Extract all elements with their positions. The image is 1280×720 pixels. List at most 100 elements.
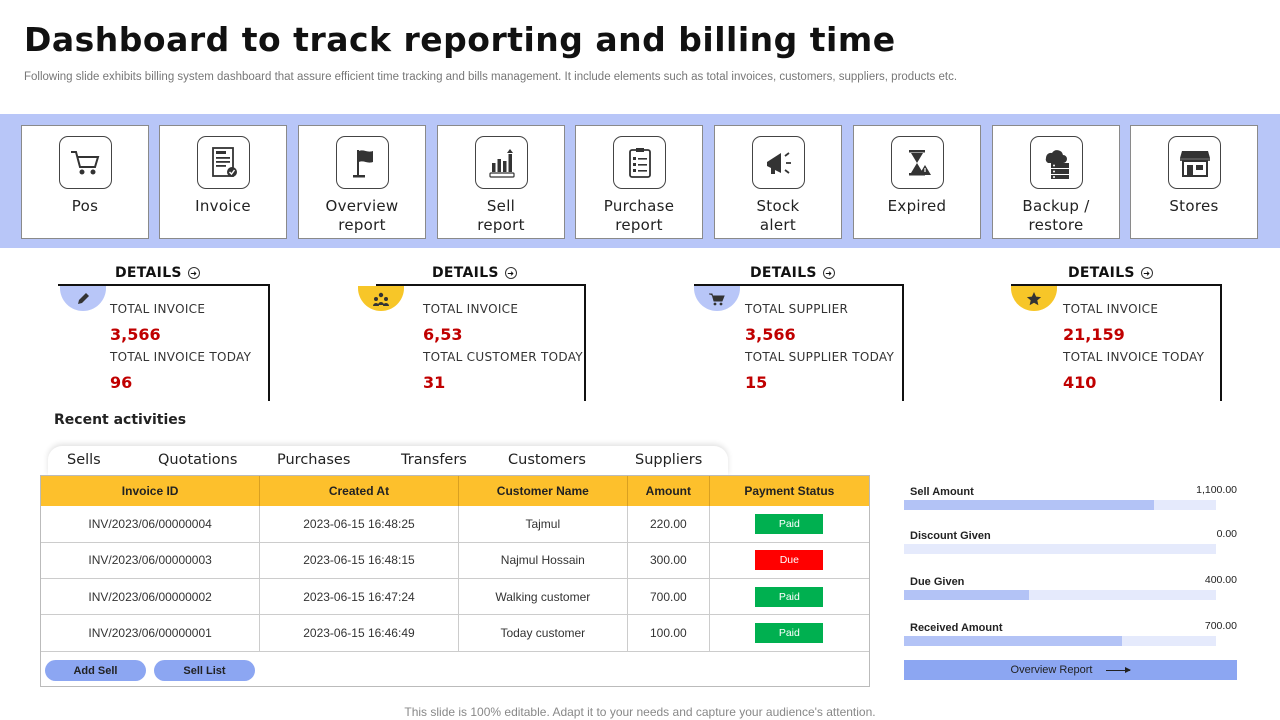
megaphone-icon (752, 136, 805, 189)
created-at-cell: 2023-06-15 16:48:25 (259, 506, 459, 543)
flag-icon (336, 136, 389, 189)
card-frame (58, 284, 270, 401)
card-frame (694, 284, 904, 401)
tab-customers[interactable]: Customers (508, 452, 586, 468)
stat-progress-fill (904, 590, 1029, 600)
status-badge: Paid (755, 623, 824, 644)
module-stores[interactable]: Stores (1130, 125, 1258, 239)
total-invoice-today-label: TOTAL INVOICE TODAY (1063, 350, 1205, 364)
module-purchase-report[interactable]: Purchase report (575, 125, 703, 239)
customer-name-cell: Today customer (458, 614, 628, 652)
details-card-invoice-total: DETAILS ➜ TOTAL INVOICE 21,159 TOTAL INVO… (1011, 265, 1222, 401)
page-subtitle: Following slide exhibits billing system … (24, 71, 958, 83)
sell-list-button[interactable]: Sell List (154, 660, 255, 681)
module-stock-alert[interactable]: Stock alert (714, 125, 842, 239)
total-invoice-today-value: 410 (1063, 373, 1097, 392)
module-expired[interactable]: Expired (853, 125, 981, 239)
total-invoice-label: TOTAL INVOICE (423, 302, 519, 316)
module-label: Purchase (603, 197, 675, 215)
module-sell-report[interactable]: Sell report (437, 125, 565, 239)
stat-label: Due Given (910, 576, 965, 588)
store-icon (1168, 136, 1221, 189)
stat-progress-fill (904, 500, 1154, 510)
details-card-invoice: DETAILS ➜ TOTAL INVOICE 3,566 TOTAL INVOI… (58, 265, 270, 401)
footer-note: This slide is 100% editable. Adapt it to… (404, 705, 876, 719)
column-header-customer-name[interactable]: Customer Name (458, 476, 628, 506)
module-label: Expired (887, 197, 947, 215)
invoice-id-cell: INV/2023/06/00000003 (41, 542, 261, 580)
invoice-id-cell: INV/2023/06/00000001 (41, 614, 261, 652)
payment-status-cell: Paid (709, 578, 869, 616)
stat-progress-bar (904, 590, 1216, 600)
module-invoice[interactable]: Invoice (159, 125, 287, 239)
module-overview-report[interactable]: Overview report (298, 125, 426, 239)
arrow-right-icon: ➜ (1140, 267, 1153, 279)
stat-value: 700.00 (1204, 620, 1237, 632)
total-invoice-label: TOTAL INVOICE (110, 302, 206, 316)
table-row[interactable]: INV/2023/06/00000003 2023-06-15 16:48:15 N… (41, 542, 869, 580)
tab-sells[interactable]: Sells (67, 452, 101, 468)
stat-value: 400.00 (1204, 574, 1237, 586)
total-supplier-value: 3,566 (745, 325, 796, 344)
details-heading[interactable]: DETAILS ➜ (1068, 265, 1153, 281)
page-title: Dashboard to track reporting and billing… (24, 20, 896, 59)
tab-purchases[interactable]: Purchases (277, 452, 351, 468)
status-badge: Due (755, 550, 824, 571)
module-label: Stock (756, 197, 800, 215)
status-badge: Paid (755, 586, 824, 607)
payment-status-cell: Paid (709, 614, 869, 652)
stat-progress-bar (904, 636, 1216, 646)
details-card-supplier: DETAILS ➜ TOTAL SUPPLIER 3,566 TOTAL SUPP… (694, 265, 904, 401)
shopping-cart-icon (59, 136, 112, 189)
total-customer-today-value: 31 (423, 373, 446, 392)
column-header-payment-status[interactable]: Payment Status (709, 476, 869, 506)
payment-status-cell: Paid (709, 506, 869, 543)
invoice-id-cell: INV/2023/06/00000002 (41, 578, 261, 616)
module-label: Sell (486, 197, 516, 215)
details-heading[interactable]: DETAILS ➜ (432, 265, 517, 281)
module-label: Overview (325, 197, 399, 215)
table-row[interactable]: INV/2023/06/00000002 2023-06-15 16:47:24 W… (41, 578, 869, 616)
column-header-invoice-id[interactable]: Invoice ID (41, 476, 261, 506)
tab-transfers[interactable]: Transfers (401, 452, 467, 468)
stat-value: 1,100.00 (1196, 484, 1237, 496)
details-heading[interactable]: DETAILS ➜ (115, 265, 200, 281)
details-card-customer: DETAILS ➜ TOTAL INVOICE 6,53 TOTAL CUSTOM… (358, 265, 586, 401)
overview-report-label: Overview Report (1010, 664, 1093, 676)
customer-name-cell: Walking customer (458, 578, 628, 616)
amount-cell: 700.00 (627, 578, 710, 616)
total-supplier-today-label: TOTAL SUPPLIER TODAY (745, 350, 895, 364)
total-supplier-label: TOTAL SUPPLIER (745, 302, 849, 316)
stat-label: Received Amount (910, 622, 1003, 634)
table-row[interactable]: INV/2023/06/00000004 2023-06-15 16:48:25 T… (41, 506, 869, 543)
invoice-icon (197, 136, 250, 189)
recent-activities-title: Recent activities (54, 412, 187, 428)
payment-status-cell: Due (709, 542, 869, 580)
clipboard-icon (613, 136, 666, 189)
tab-suppliers[interactable]: Suppliers (635, 452, 703, 468)
module-backup-restore[interactable]: Backup / restore (992, 125, 1120, 239)
stat-value: 0.00 (1216, 528, 1237, 540)
total-invoice-value: 21,159 (1063, 325, 1125, 344)
module-label: report (615, 216, 663, 234)
module-label: Invoice (195, 197, 251, 215)
column-header-created-at[interactable]: Created At (259, 476, 459, 506)
customer-name-cell: Najmul Hossain (458, 542, 628, 580)
overview-report-button[interactable]: Overview Report (904, 660, 1237, 680)
stat-progress-bar (904, 544, 1216, 554)
add-sell-button[interactable]: Add Sell (45, 660, 146, 681)
amount-cell: 220.00 (627, 506, 710, 543)
created-at-cell: 2023-06-15 16:46:49 (259, 614, 459, 652)
card-frame (376, 284, 586, 401)
arrow-right-icon: ➜ (187, 267, 200, 279)
table-row[interactable]: INV/2023/06/00000001 2023-06-15 16:46:49 T… (41, 614, 869, 652)
details-heading[interactable]: DETAILS ➜ (750, 265, 835, 281)
column-header-amount[interactable]: Amount (627, 476, 710, 506)
total-invoice-value: 3,566 (110, 325, 161, 344)
tab-quotations[interactable]: Quotations (158, 452, 238, 468)
stat-progress-bar (904, 500, 1216, 510)
customer-name-cell: Tajmul (458, 506, 628, 543)
module-pos[interactable]: Pos (21, 125, 149, 239)
stat-label: Discount Given (910, 530, 991, 542)
stat-progress-fill (904, 636, 1123, 646)
